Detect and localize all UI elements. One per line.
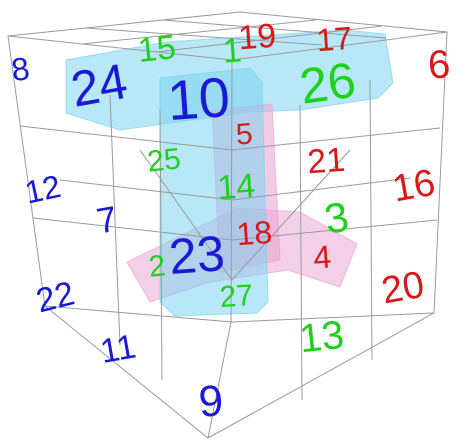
cube-number-2: 2 [147, 249, 167, 284]
grid-lines [7, 11, 448, 439]
cube-number-14: 14 [216, 167, 256, 208]
cube-number-16: 16 [389, 162, 438, 211]
cube-number-27: 27 [219, 279, 255, 314]
cube-number-10: 10 [165, 65, 232, 132]
highlight-bands [65, 29, 394, 317]
cube-number-11: 11 [97, 327, 138, 371]
cube-number-7: 7 [93, 198, 120, 242]
cube-number-22: 22 [32, 274, 78, 320]
cube-number-9: 9 [197, 376, 225, 427]
cube-number-4: 4 [312, 238, 332, 275]
cube-number-23: 23 [167, 225, 226, 285]
cube-number-12: 12 [22, 168, 64, 211]
cube-number-15: 15 [136, 28, 178, 70]
cube-number-21: 21 [306, 141, 346, 182]
cube-number-6: 6 [426, 42, 451, 87]
cube-number-26: 26 [296, 52, 359, 115]
cube-number-5: 5 [235, 117, 254, 151]
cube-number-19: 19 [237, 17, 277, 58]
cube-number-20: 20 [378, 264, 427, 313]
cube-number-13: 13 [297, 313, 346, 361]
cube-number-25: 25 [146, 142, 183, 178]
cube-number-8: 8 [9, 50, 32, 88]
cube-number-1: 1 [221, 31, 243, 70]
cube-number-18: 18 [235, 214, 273, 252]
cube-number-24: 24 [67, 53, 132, 118]
cube-number-17: 17 [315, 20, 353, 58]
cyan-vertical-band [159, 67, 269, 317]
